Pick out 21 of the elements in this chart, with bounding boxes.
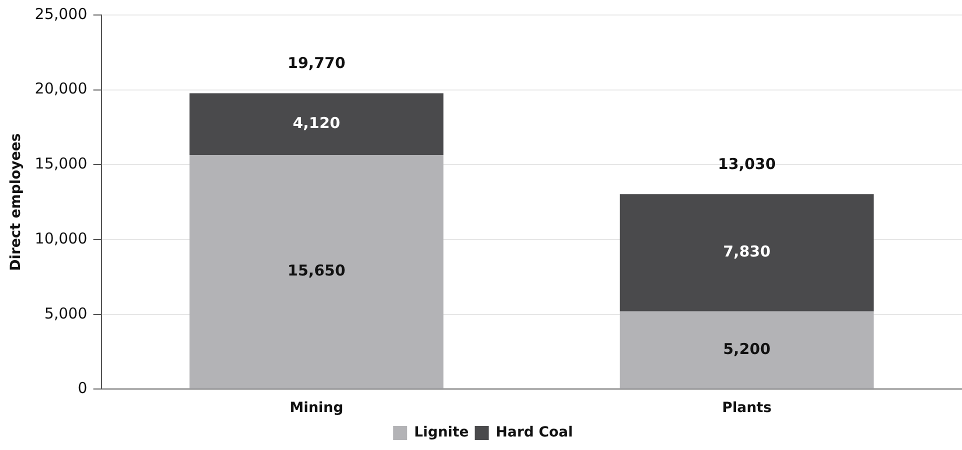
- data-label: 5,200: [723, 340, 771, 358]
- data-label: 7,830: [723, 242, 771, 261]
- y-tick-label: 25,000: [34, 4, 88, 23]
- data-label: 15,650: [288, 262, 346, 280]
- y-tick-label: 20,000: [34, 80, 88, 98]
- total-label: 13,030: [718, 155, 776, 174]
- legend-label: Lignite: [414, 424, 469, 441]
- y-tick-label: 0: [78, 379, 88, 398]
- bar: [190, 93, 444, 155]
- x-tick-label: Mining: [290, 400, 344, 416]
- y-tick-label: 10,000: [34, 229, 88, 248]
- bar: [620, 194, 874, 312]
- bar: [620, 311, 874, 389]
- legend-label: Hard Coal: [496, 424, 573, 441]
- y-axis-title: Direct employees: [8, 133, 24, 271]
- total-label: 19,770: [288, 54, 346, 72]
- data-label: 4,120: [292, 114, 340, 132]
- bar: [190, 154, 444, 389]
- y-tick-label: 5,000: [44, 304, 88, 322]
- y-tick-label: 15,000: [34, 154, 88, 173]
- x-tick-label: Plants: [722, 400, 772, 416]
